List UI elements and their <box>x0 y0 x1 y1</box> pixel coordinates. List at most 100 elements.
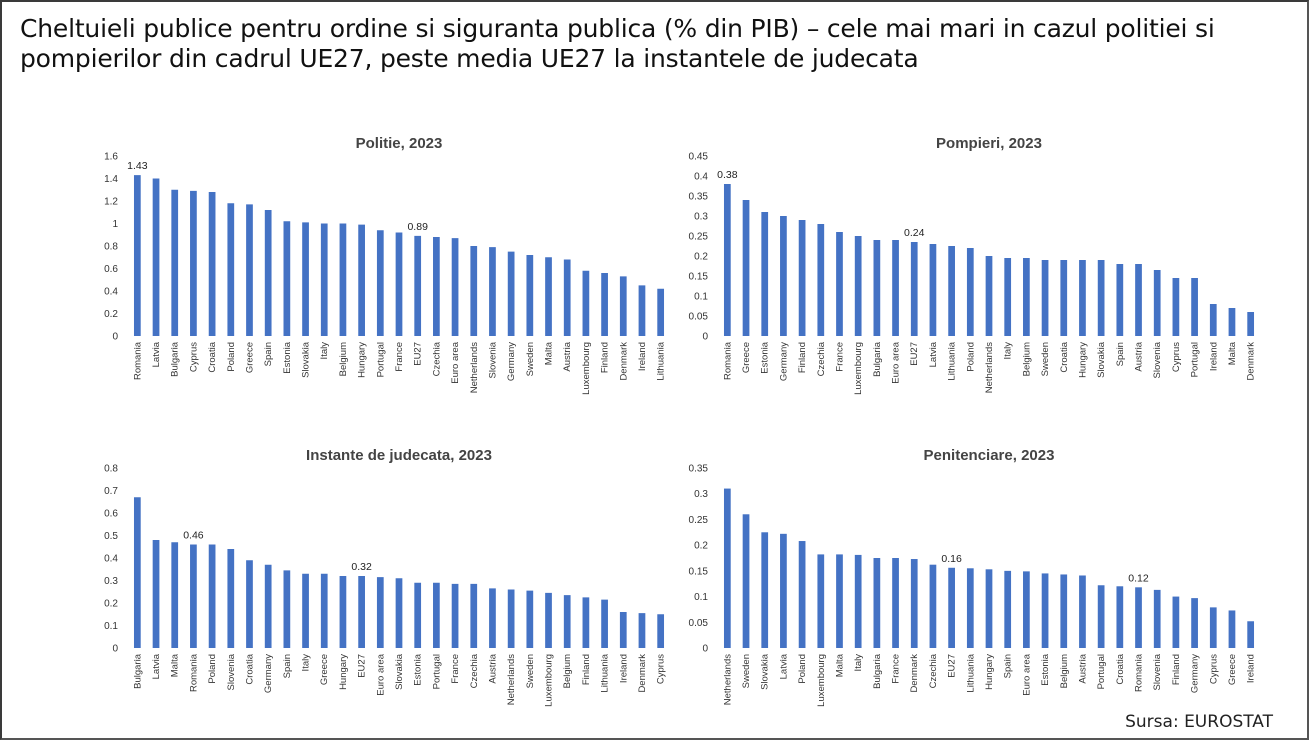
category-label: Poland <box>797 654 808 684</box>
category-label: Spain <box>1003 654 1014 678</box>
bar <box>1004 570 1012 648</box>
category-label: Luxembourg <box>544 654 555 707</box>
category-label: Czechia <box>928 653 939 688</box>
chart-svg: Politie, 2023 0 0.2 0.4 0.6 0.8 1 1.2 1.4 1.6 Roma… <box>104 135 667 395</box>
bar <box>1247 621 1255 648</box>
category-label: Malta <box>834 653 845 677</box>
y-tick-label: 0.25 <box>689 515 709 526</box>
bar <box>657 614 665 648</box>
category-label: Lithuania <box>965 653 976 692</box>
bar <box>1097 260 1105 336</box>
bar <box>563 259 571 336</box>
bar <box>489 588 496 648</box>
bar <box>264 564 272 648</box>
bar <box>1041 573 1049 648</box>
category-label: Greece <box>244 342 255 373</box>
category-label: Greece <box>1227 654 1238 685</box>
data-label: 0.12 <box>1128 572 1149 584</box>
category-label: Ireland <box>637 342 648 371</box>
category-label: Hungary <box>1077 342 1088 378</box>
category-label: Latvia <box>151 341 162 367</box>
bar <box>1228 610 1236 648</box>
y-tick-label: 0.4 <box>694 172 708 183</box>
bar <box>966 568 974 648</box>
bar <box>283 221 291 336</box>
bar <box>227 203 235 336</box>
bar <box>1079 260 1086 336</box>
bar <box>966 248 974 336</box>
bar <box>854 236 862 336</box>
y-tick-label: 0.6 <box>104 264 118 275</box>
y-tick-label: 0.1 <box>104 621 118 632</box>
category-label: Slovenia <box>1152 653 1163 690</box>
bar <box>1247 312 1255 336</box>
category-label: Euro area <box>375 653 386 695</box>
category-label: Finland <box>797 342 808 373</box>
category-label: Netherlands <box>722 654 733 705</box>
chart-instante: Instante de judecata, 2023 0 0.1 0.2 0.3 0.4 0… <box>80 440 680 730</box>
category-label: Euro area <box>891 341 902 383</box>
bar <box>395 578 403 648</box>
y-tick-label: 0.2 <box>104 599 118 610</box>
category-label: EU27 <box>357 654 368 678</box>
category-label: Luxembourg <box>816 654 827 707</box>
bar <box>451 238 459 336</box>
y-tick-label: 0 <box>702 644 708 655</box>
y-tick-label: 0.35 <box>689 464 709 475</box>
bar <box>152 178 160 336</box>
chart-svg: Instante de judecata, 2023 0 0.1 0.2 0.3 0.4 0… <box>104 447 667 707</box>
chart-title: Instante de judecata, 2023 <box>306 447 492 464</box>
category-label: Italy <box>1003 342 1014 360</box>
category-label: Sweden <box>525 342 536 376</box>
y-tick-label: 0 <box>112 332 118 343</box>
bar <box>1228 308 1236 336</box>
category-label: Romania <box>722 341 733 380</box>
bar <box>854 554 862 648</box>
bar <box>742 514 750 648</box>
category-label: Romania <box>1134 653 1145 692</box>
y-tick-label: 0.05 <box>689 312 709 323</box>
bar <box>376 577 384 648</box>
bar <box>507 251 515 336</box>
bar <box>948 246 955 336</box>
category-label: France <box>450 654 461 684</box>
category-label: Germany <box>778 342 789 381</box>
y-tick-label: 1 <box>112 219 118 230</box>
y-tick-label: 0.5 <box>104 531 118 542</box>
bar <box>470 583 478 648</box>
bar <box>1060 260 1068 336</box>
category-label: Finland <box>1171 654 1182 685</box>
bar <box>264 210 272 336</box>
bar <box>1135 587 1142 648</box>
category-label: Estonia <box>282 341 293 373</box>
y-tick-label: 0.2 <box>694 252 708 263</box>
bar <box>190 190 197 336</box>
category-label: Latvia <box>151 653 162 679</box>
bar <box>246 560 253 648</box>
category-label: Sweden <box>525 654 536 688</box>
category-label: Czechia <box>469 653 480 688</box>
bar <box>929 244 937 336</box>
y-tick-label: 1.4 <box>104 174 118 185</box>
bar <box>985 256 993 336</box>
bar <box>283 570 291 648</box>
bar <box>451 583 459 648</box>
bar <box>1172 596 1180 648</box>
category-label: Croatia <box>207 341 218 372</box>
category-label: Belgium <box>338 342 349 376</box>
bar <box>582 597 590 648</box>
chart-title: Penitenciare, 2023 <box>924 447 1055 464</box>
chart-svg: Pompieri, 2023 0 0.05 0.1 0.15 0.2 0.25 0.3 0.35… <box>689 135 1257 395</box>
category-label: Finland <box>600 342 611 373</box>
bar <box>320 573 328 648</box>
category-label: Portugal <box>431 654 442 689</box>
category-label: Estonia <box>413 653 424 685</box>
category-label: Austria <box>1134 341 1145 371</box>
data-label: 0.32 <box>351 561 372 573</box>
category-label: Slovakia <box>1096 341 1107 378</box>
bar <box>246 204 253 336</box>
y-tick-label: 0.3 <box>104 576 118 587</box>
y-tick-label: 0.35 <box>689 192 709 203</box>
category-label: Cyprus <box>1171 342 1182 372</box>
category-label: Estonia <box>1040 653 1051 685</box>
